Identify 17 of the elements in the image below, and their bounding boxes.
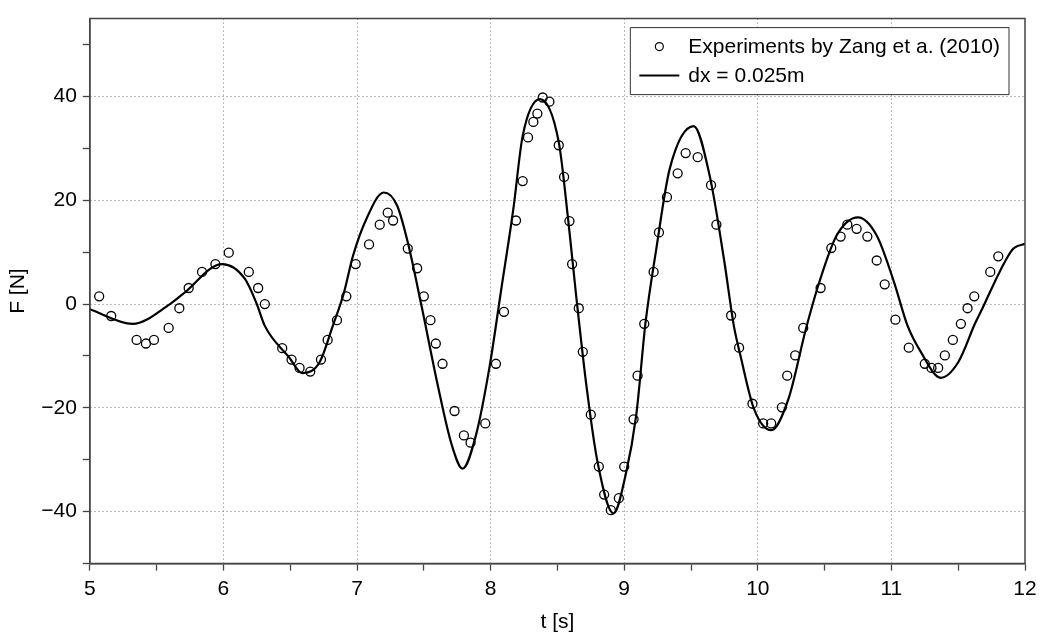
x-tick-label: 7 [351,576,363,599]
x-tick-label: 10 [746,576,770,599]
y-tick-label: 40 [53,83,77,107]
x-tick-label: 5 [83,576,96,599]
x-tick-label: 12 [1013,576,1037,599]
y-tick-label: 0 [65,290,77,314]
y-tick-label: −20 [41,394,77,418]
x-tick-label: 9 [618,576,631,599]
x-tick-label: 8 [484,576,497,599]
y-tick-label: −40 [41,498,77,522]
legend-label: Experiments by Zang et a. (2010) [688,34,1001,58]
legend-label: dx = 0.025m [688,63,805,87]
x-axis-title: t [s] [540,609,575,633]
y-tick-label: 20 [53,187,77,211]
x-tick-label: 11 [880,576,903,599]
x-tick-label: 6 [217,576,230,599]
y-axis-title: F [N] [5,268,29,314]
